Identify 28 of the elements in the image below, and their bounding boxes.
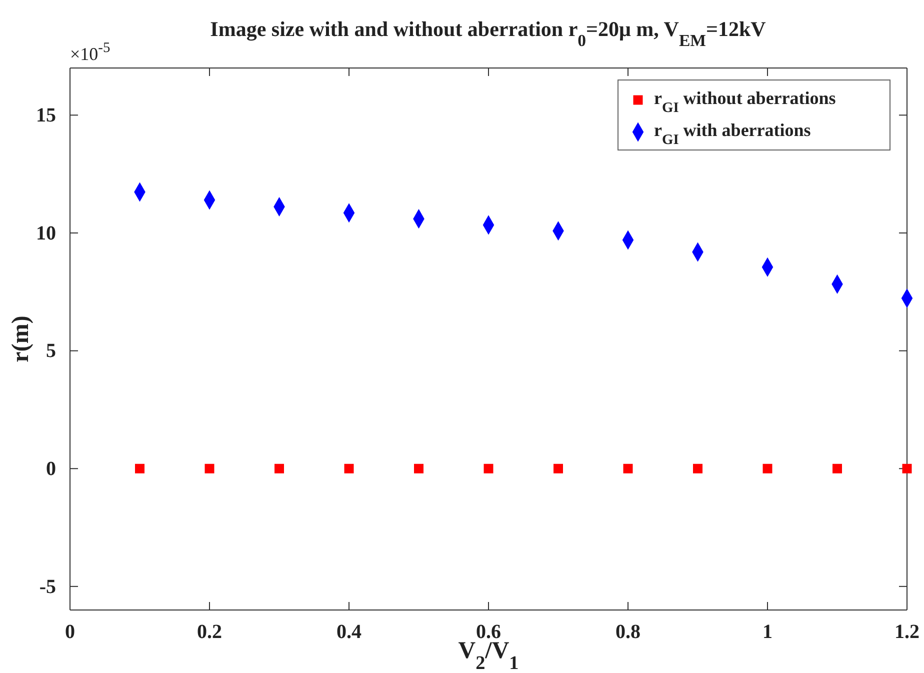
y-tick-label: 0: [46, 458, 56, 480]
point: [762, 464, 772, 474]
point: [554, 464, 563, 474]
x-tick-label: 0.4: [336, 621, 362, 644]
y-tick-label: 15: [36, 104, 56, 127]
x-tick-label: 1.2: [894, 621, 920, 644]
text: ×10$^{-5}$: [70, 40, 110, 64]
point: [693, 464, 702, 474]
point: [204, 464, 214, 474]
y-tick-label: 10: [36, 222, 56, 244]
x-tick-label: 0.8: [616, 621, 640, 644]
x-tick-label: 0.2: [197, 621, 222, 644]
legend-label: r$_{GI}$ without aberrations: [654, 88, 836, 116]
y-axis-title: r(m): [8, 316, 34, 362]
point: [135, 464, 144, 474]
point: [902, 464, 912, 474]
point: [414, 464, 424, 474]
x-tick-label: 0: [65, 621, 75, 644]
legend-label: r$_{GI}$ with aberrations: [654, 120, 811, 148]
point: [344, 464, 354, 474]
point: [832, 464, 842, 474]
y-tick-label: 5: [46, 340, 56, 362]
point: [484, 464, 494, 474]
point: [623, 464, 633, 474]
y-tick-label: -5: [39, 576, 56, 598]
chart-title: Image size with and without aberration r$_{0}$=20μ m, V$_{EM}$=12kV: [210, 17, 766, 50]
x-tick-label: 1: [762, 621, 772, 644]
point: [274, 464, 284, 474]
